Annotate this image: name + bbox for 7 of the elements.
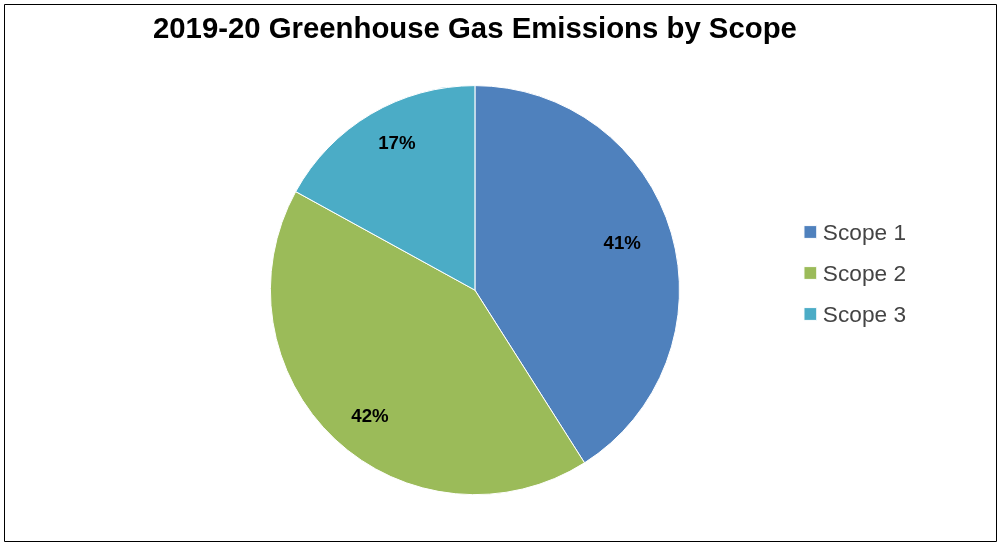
data-label: 17%	[378, 132, 416, 154]
data-label: 42%	[351, 404, 389, 426]
legend-label: Scope 1	[822, 218, 906, 245]
chart-title: 2019-20 Greenhouse Gas Emissions by Scope	[153, 10, 797, 44]
data-label: 41%	[603, 231, 642, 253]
legend-label: Scope 3	[822, 300, 906, 327]
legend-label: Scope 2	[822, 259, 906, 286]
